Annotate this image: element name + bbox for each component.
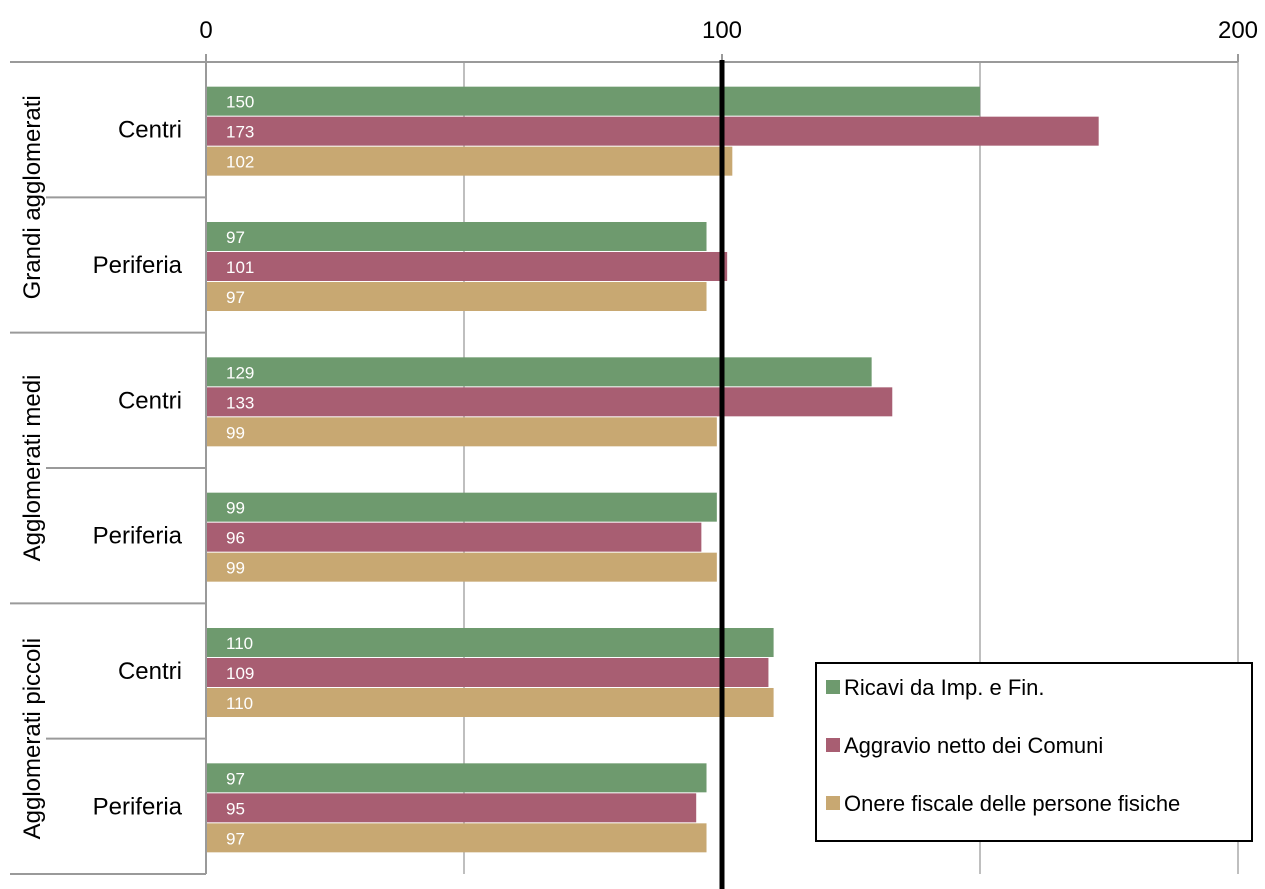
category-label: Periferia [93,252,183,279]
data-label: 97 [226,228,245,247]
bar [207,793,697,823]
x-tick-label: 200 [1218,17,1258,44]
data-label: 133 [226,393,254,412]
legend-box [815,662,1253,842]
legend-swatch [826,680,840,694]
group-label: Agglomerati piccoli [19,638,46,839]
category-label: Periferia [93,793,183,820]
bar [207,658,769,687]
bar [207,222,707,251]
bar [207,357,872,387]
bars: 150 173 102 97 101 97 129 133 99 99 96 99 110 109 110 9… [207,86,1099,853]
legend-swatch [826,796,840,810]
bar [207,116,1099,146]
axes: 0 100 200 [10,17,1258,889]
bar [207,387,893,417]
group-label: Agglomerati medi [19,375,46,562]
bar [207,252,728,281]
x-tick-label: 100 [702,17,742,44]
legend-entry: Aggravio netto dei Comuni [844,733,1103,758]
data-label: 95 [226,799,245,818]
data-label: 97 [226,288,245,307]
group-label: Grandi agglomerati [19,95,46,299]
x-tick-label: 0 [199,17,212,44]
data-label: 109 [226,664,254,683]
data-label: 150 [226,93,254,112]
data-label: 129 [226,363,254,382]
data-label: 173 [226,123,254,142]
category-labels: Centri Periferia Centri Periferia Centri Peri… [19,95,183,839]
bar [207,282,707,311]
data-label: 110 [226,694,253,713]
data-label: 97 [226,829,245,848]
data-label: 102 [226,153,254,172]
data-label: 96 [226,529,245,548]
category-label: Centri [118,658,182,685]
category-label: Periferia [93,523,183,550]
bar [207,492,717,522]
legend-entry: Ricavi da Imp. e Fin. [844,675,1045,700]
category-label: Centri [118,117,182,144]
bar [207,522,702,552]
bar [207,146,733,176]
data-label: 99 [226,559,245,578]
data-label: 99 [226,423,245,442]
legend-swatch [826,738,840,752]
category-label: Centri [118,387,182,414]
bar [207,688,774,717]
bar [207,417,717,447]
data-label: 99 [226,499,245,518]
bar [207,552,717,582]
data-label: 101 [226,258,254,277]
bar [207,763,707,793]
bar [207,86,980,116]
bar [207,823,707,853]
legend: Ricavi da Imp. e Fin. Aggravio netto dei … [815,662,1253,842]
bar [207,628,774,657]
data-label: 97 [226,769,245,788]
legend-entry: Onere fiscale delle persone fisiche [844,791,1180,816]
data-label: 110 [226,634,253,653]
